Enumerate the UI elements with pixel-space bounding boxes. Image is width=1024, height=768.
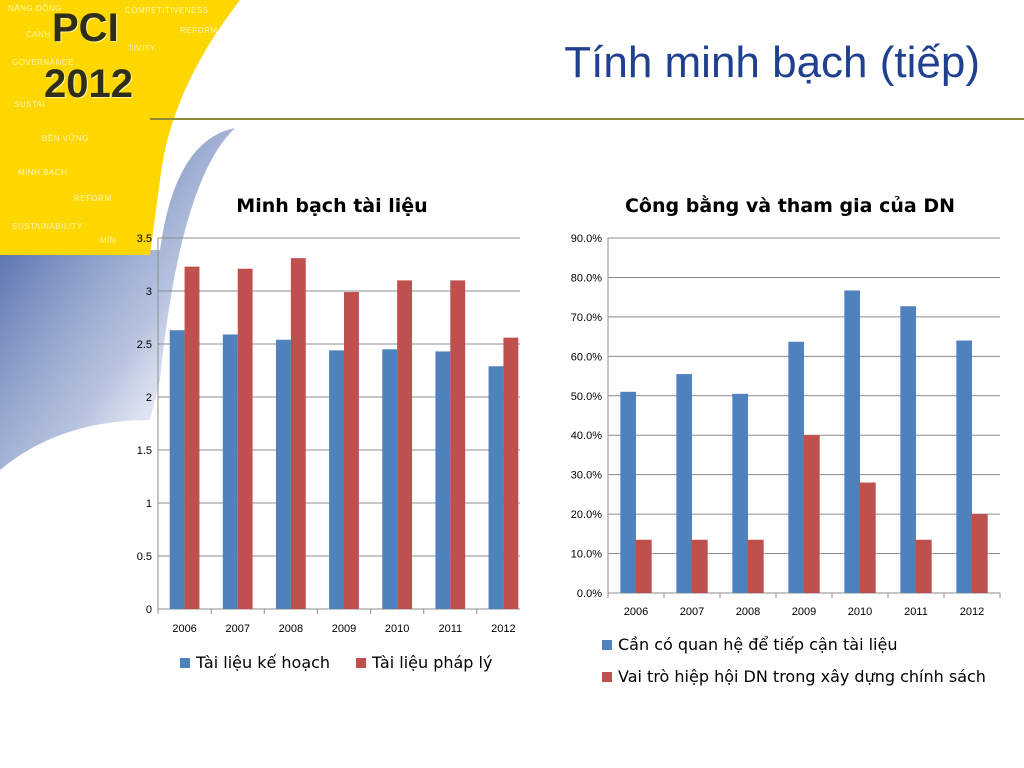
y-tick-label: 1.5 [137, 445, 152, 457]
x-tick-label: 2010 [385, 623, 409, 635]
bar-series2 [290, 258, 306, 609]
legend-label: Cần có quan hệ để tiếp cận tài liệu [618, 635, 897, 654]
x-tick-label: 2011 [904, 606, 928, 618]
bar-series1 [956, 340, 972, 593]
y-tick-label: 0 [146, 604, 152, 616]
x-tick-label: 2006 [624, 606, 648, 618]
bar-series1 [488, 366, 504, 609]
chart-title: Công bằng và tham gia của DN [625, 194, 955, 217]
bar-series2 [503, 337, 519, 609]
bar-series2 [692, 539, 708, 593]
yellow-banner [0, 0, 240, 255]
logo-watermark-word: CẠNH [26, 30, 51, 39]
bar-series2 [748, 539, 764, 593]
y-tick-label: 40.0% [571, 430, 602, 442]
logo-pci: PCI [52, 6, 119, 50]
bar-series1 [329, 350, 344, 609]
bar-series2 [916, 539, 932, 593]
logo-watermark-word: REFORM [74, 194, 112, 203]
bar-series1 [900, 306, 916, 593]
y-tick-label: 90.0% [571, 233, 602, 245]
logo-words: NĂNG ĐỘNG COMPETITIVENESS CẠNH REFORM GOVERN… [0, 0, 240, 255]
logo-watermark-word: MINH BẠCH [18, 168, 68, 177]
blue-swoosh [0, 128, 235, 470]
bar-series2 [860, 482, 876, 593]
bar-series2 [397, 280, 413, 609]
x-tick-label: 2009 [332, 623, 356, 635]
x-tick-label: 2012 [960, 606, 984, 618]
y-tick-label: 0.5 [137, 551, 152, 563]
y-tick-label: 3.5 [137, 233, 152, 245]
bar-series1 [222, 334, 238, 609]
y-tick-label: 30.0% [571, 470, 602, 482]
legend-swatch [602, 672, 612, 682]
bar-series1 [382, 349, 398, 609]
y-tick-label: 10.0% [571, 549, 602, 561]
logo-watermark-word: SUSTAINABILITY [12, 222, 83, 231]
bar-series1 [788, 341, 804, 593]
logo-watermark-word: COMPETITIVENESS [125, 6, 209, 15]
bar-series2 [972, 514, 988, 593]
chart-title: Minh bạch tài liệu [236, 195, 427, 217]
y-tick-label: 2.5 [137, 339, 152, 351]
bar-series1 [435, 351, 451, 609]
x-tick-label: 2009 [792, 606, 816, 618]
title-divider [150, 118, 1024, 120]
logo-watermark-word: REFORM [180, 26, 218, 35]
x-tick-label: 2008 [736, 606, 760, 618]
x-tick-label: 2012 [491, 623, 515, 635]
legend-swatch [356, 658, 366, 668]
bar-series1 [620, 391, 636, 593]
x-tick-label: 2011 [438, 623, 462, 635]
y-tick-label: 70.0% [571, 312, 602, 324]
y-tick-label: 20.0% [571, 509, 602, 521]
x-tick-label: 2007 [680, 606, 704, 618]
bar-series1 [844, 290, 860, 593]
y-tick-label: 50.0% [571, 391, 602, 403]
y-tick-label: 60.0% [571, 351, 602, 363]
page-title: Tính minh bạch (tiếp) [564, 38, 980, 87]
logo-watermark-word: SUSTAI [14, 100, 46, 109]
logo-watermark-word: GOVERNANCE [12, 58, 74, 67]
x-tick-label: 2007 [225, 623, 249, 635]
bar-series1 [169, 330, 185, 609]
logo-watermark-word: TIVITY [128, 44, 156, 53]
bar-series2 [636, 539, 652, 593]
legend-swatch [180, 658, 190, 668]
legend-label: Tài liệu kế hoạch [195, 653, 330, 672]
legend-label: Vai trò hiệp hội DN trong xây dựng chính… [618, 667, 986, 686]
y-tick-label: 0.0% [577, 588, 602, 600]
bar-series2 [450, 280, 466, 609]
x-tick-label: 2010 [848, 606, 872, 618]
chart-document-transparency: Minh bạch tài liệu 0 0.5 1 1.5 2 2.5 3 3.5 2006 20… [137, 195, 520, 672]
logo-watermark-word: MIN [100, 236, 117, 245]
bar-series2 [184, 266, 200, 609]
bar-series2 [237, 268, 253, 609]
y-tick-label: 3 [146, 286, 152, 298]
bar-series2 [344, 292, 359, 609]
y-tick-label: 1 [146, 498, 152, 510]
y-tick-label: 2 [146, 392, 152, 404]
legend-label: Tài liệu pháp lý [371, 653, 492, 672]
logo-year: 2012 [44, 62, 133, 106]
bar-series1 [676, 374, 692, 593]
bar-series1 [275, 339, 291, 609]
logo-watermark-word: NĂNG ĐỘNG [8, 4, 62, 13]
y-tick-label: 80.0% [571, 272, 602, 284]
logo-watermark-word: BỀN VỮNG [42, 134, 89, 143]
bar-series2 [804, 435, 820, 593]
x-tick-label: 2006 [172, 623, 196, 635]
chart-fairness-participation: Công bằng và tham gia của DN 0.0% 10.0% 20.… [571, 194, 1001, 686]
bar-series1 [732, 393, 748, 593]
x-tick-label: 2008 [279, 623, 303, 635]
legend-swatch [602, 640, 612, 650]
